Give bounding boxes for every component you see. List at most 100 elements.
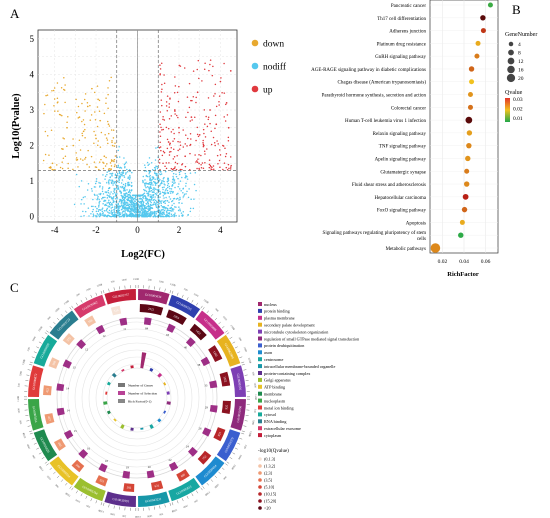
nodiff-point xyxy=(143,188,145,191)
nodiff-point xyxy=(142,181,144,184)
up-point xyxy=(178,148,181,150)
go-outer-tick xyxy=(191,299,194,303)
nodiff-point xyxy=(111,172,113,175)
nodiff-point xyxy=(123,176,126,178)
nodiff-point xyxy=(95,215,98,218)
nodiff-point xyxy=(124,211,126,213)
nodiff-point xyxy=(165,207,168,209)
go-outer-tick-label: 500 xyxy=(222,475,227,480)
go-selection-count-label: 14 xyxy=(66,386,70,390)
kegg-size-legend-title: GeneNumber xyxy=(505,32,537,38)
down-point xyxy=(105,102,107,104)
go-outer-tick xyxy=(232,452,236,455)
go-category-legend-swatch xyxy=(258,315,262,320)
nodiff-point xyxy=(178,199,180,201)
volcano-y-tick-label: 2 xyxy=(30,141,35,151)
up-point xyxy=(170,147,172,149)
up-point xyxy=(179,65,182,67)
go-outer-tick-label: 0 xyxy=(64,491,67,495)
down-point xyxy=(105,97,107,99)
go-outer-tick-label: 0 xyxy=(174,284,177,287)
nodiff-point xyxy=(128,178,131,181)
go-category-legend-label: protein deubiquitination xyxy=(264,343,305,348)
nodiff-point xyxy=(94,194,96,196)
down-point xyxy=(87,149,89,152)
kegg-point xyxy=(461,206,468,213)
up-point xyxy=(161,83,163,86)
down-point xyxy=(66,145,68,148)
down-point xyxy=(106,139,109,141)
nodiff-point xyxy=(166,209,169,211)
nodiff-point xyxy=(128,215,130,217)
up-point xyxy=(226,114,229,116)
go-outer-tick xyxy=(218,321,221,325)
go-selection-bar xyxy=(209,404,218,413)
nodiff-point xyxy=(162,188,164,191)
go-outer-tick xyxy=(44,461,48,464)
go-category-segment xyxy=(216,429,241,462)
go-outer-tick xyxy=(31,356,35,359)
nodiff-point xyxy=(153,213,156,215)
go-category-legend-swatch xyxy=(258,336,262,341)
up-point xyxy=(174,161,177,164)
nodiff-point xyxy=(117,177,120,180)
nodiff-point xyxy=(157,177,160,180)
kegg-category-label: Pancreatic cancer xyxy=(391,4,426,9)
go-rich-factor-bar xyxy=(166,401,171,405)
nodiff-point xyxy=(123,186,126,189)
up-point xyxy=(204,136,207,138)
down-point xyxy=(56,101,59,104)
kegg-x-tick-label: 0.02 xyxy=(438,259,448,265)
go-outer-tick xyxy=(159,287,161,291)
nodiff-point xyxy=(131,207,133,210)
nodiff-point xyxy=(172,210,174,212)
nodiff-point xyxy=(135,198,137,201)
nodiff-point xyxy=(153,201,156,204)
nodiff-point xyxy=(141,200,144,202)
nodiff-point xyxy=(114,177,117,179)
nodiff-point xyxy=(87,182,90,185)
go-rich-factor-bar xyxy=(140,427,144,430)
go-outer-tick xyxy=(241,432,245,435)
go-outer-tick-label: 0 xyxy=(254,399,257,401)
nodiff-point xyxy=(179,209,182,212)
nodiff-point xyxy=(160,204,163,207)
go-category-legend-label: secondary palate development xyxy=(264,323,316,328)
nodiff-point xyxy=(118,146,120,148)
up-point xyxy=(176,91,179,94)
panel-label-a: A xyxy=(10,6,20,21)
go-gene-count-bar xyxy=(189,323,207,341)
nodiff-point xyxy=(107,201,110,203)
nodiff-point xyxy=(92,205,94,208)
nodiff-point xyxy=(157,207,159,210)
nodiff-point xyxy=(110,207,112,209)
nodiff-point xyxy=(121,186,123,189)
nodiff-point xyxy=(150,213,152,215)
down-point xyxy=(76,158,79,161)
nodiff-point xyxy=(174,186,176,189)
go-selection-bar xyxy=(56,383,65,392)
down-point xyxy=(105,156,107,159)
go-category-legend-label: regulation of small GTPase mediated sign… xyxy=(264,336,360,341)
nodiff-point xyxy=(131,201,134,203)
nodiff-point xyxy=(84,210,87,213)
nodiff-point xyxy=(131,203,133,206)
nodiff-point xyxy=(122,195,124,198)
nodiff-point xyxy=(161,191,164,194)
up-point xyxy=(160,99,163,101)
nodiff-point xyxy=(104,196,106,199)
go-outer-tick xyxy=(95,500,98,504)
go-gene-count-bar xyxy=(62,333,75,346)
down-legend-label: down xyxy=(263,40,284,50)
up-point xyxy=(177,100,180,103)
go-grid-ring xyxy=(60,321,214,475)
down-point xyxy=(113,158,116,161)
nodiff-point xyxy=(110,215,112,218)
nodiff-point xyxy=(166,186,169,189)
nodiff-point xyxy=(125,172,127,174)
go-category-segment xyxy=(216,334,241,367)
up-point xyxy=(220,77,222,79)
nodiff-point xyxy=(119,205,122,208)
nodiff-point xyxy=(129,212,132,215)
kegg-point xyxy=(468,66,475,72)
